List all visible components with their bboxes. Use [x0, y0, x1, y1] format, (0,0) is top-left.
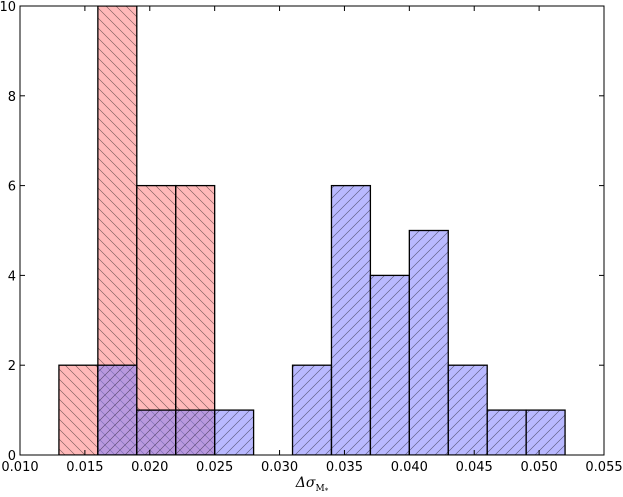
- x-tick-label: 0.015: [66, 460, 103, 475]
- histogram-bar: [408, 229, 449, 455]
- x-tick-label: 0.030: [261, 460, 298, 475]
- histogram-bar: [369, 274, 410, 455]
- histogram-bar-outline: [330, 184, 372, 455]
- x-tick-label: 0.025: [196, 460, 233, 475]
- y-tick-label: 4: [8, 269, 16, 284]
- histogram-bar: [175, 409, 216, 455]
- histogram-bar-outline: [58, 364, 99, 455]
- x-axis-label-subscript-star: *: [325, 487, 329, 495]
- x-tick-label: 0.050: [521, 460, 558, 475]
- x-axis-label-subscript: M: [315, 484, 324, 494]
- y-tick-label: 10: [0, 0, 16, 15]
- x-tick-label: 0.035: [326, 460, 363, 475]
- x-tick-label: 0.055: [585, 460, 622, 475]
- x-tick-label: 0.020: [131, 460, 168, 475]
- y-tick-label: 2: [8, 359, 16, 374]
- histogram-bar: [447, 364, 488, 455]
- histogram-bar-outline: [175, 409, 216, 455]
- plot-frame: [19, 5, 605, 456]
- histogram-bar-outline: [136, 409, 177, 455]
- histogram-bar: [486, 409, 527, 455]
- tick-labels-layer: 0.010 0.015 0.020 0.025 0.030 0.035 0.040 0.045…: [0, 0, 623, 475]
- histogram-bar: [291, 364, 333, 455]
- y-tick-label: 0: [8, 449, 16, 464]
- histogram-bar: [330, 184, 372, 455]
- histogram-bar: [58, 364, 99, 455]
- histogram-bar-outline: [369, 274, 410, 455]
- x-tick-label: 0.045: [456, 460, 493, 475]
- y-tick-label: 8: [8, 90, 16, 105]
- ticks-layer: [19, 5, 605, 456]
- histogram-bar-outline: [97, 364, 138, 455]
- x-axis-label: ΔσM*: [295, 475, 329, 495]
- bars-layer: [58, 6, 566, 455]
- histogram-bar-outline: [214, 409, 255, 455]
- x-tick-label: 0.040: [391, 460, 428, 475]
- histogram-bar: [214, 409, 255, 455]
- histogram-bar-outline: [525, 409, 566, 455]
- x-tick-label: 0.010: [1, 460, 38, 475]
- histogram-bar-outline: [291, 364, 333, 455]
- histogram-bar: [136, 409, 177, 455]
- y-tick-label: 6: [8, 180, 16, 195]
- histogram-bar: [97, 364, 138, 455]
- histogram-bar: [525, 409, 566, 455]
- histogram-bar-outline: [486, 409, 527, 455]
- histogram-bar-outline: [447, 364, 488, 455]
- x-axis-label-main: Δσ: [295, 475, 316, 491]
- histogram-bar-outline: [408, 229, 449, 455]
